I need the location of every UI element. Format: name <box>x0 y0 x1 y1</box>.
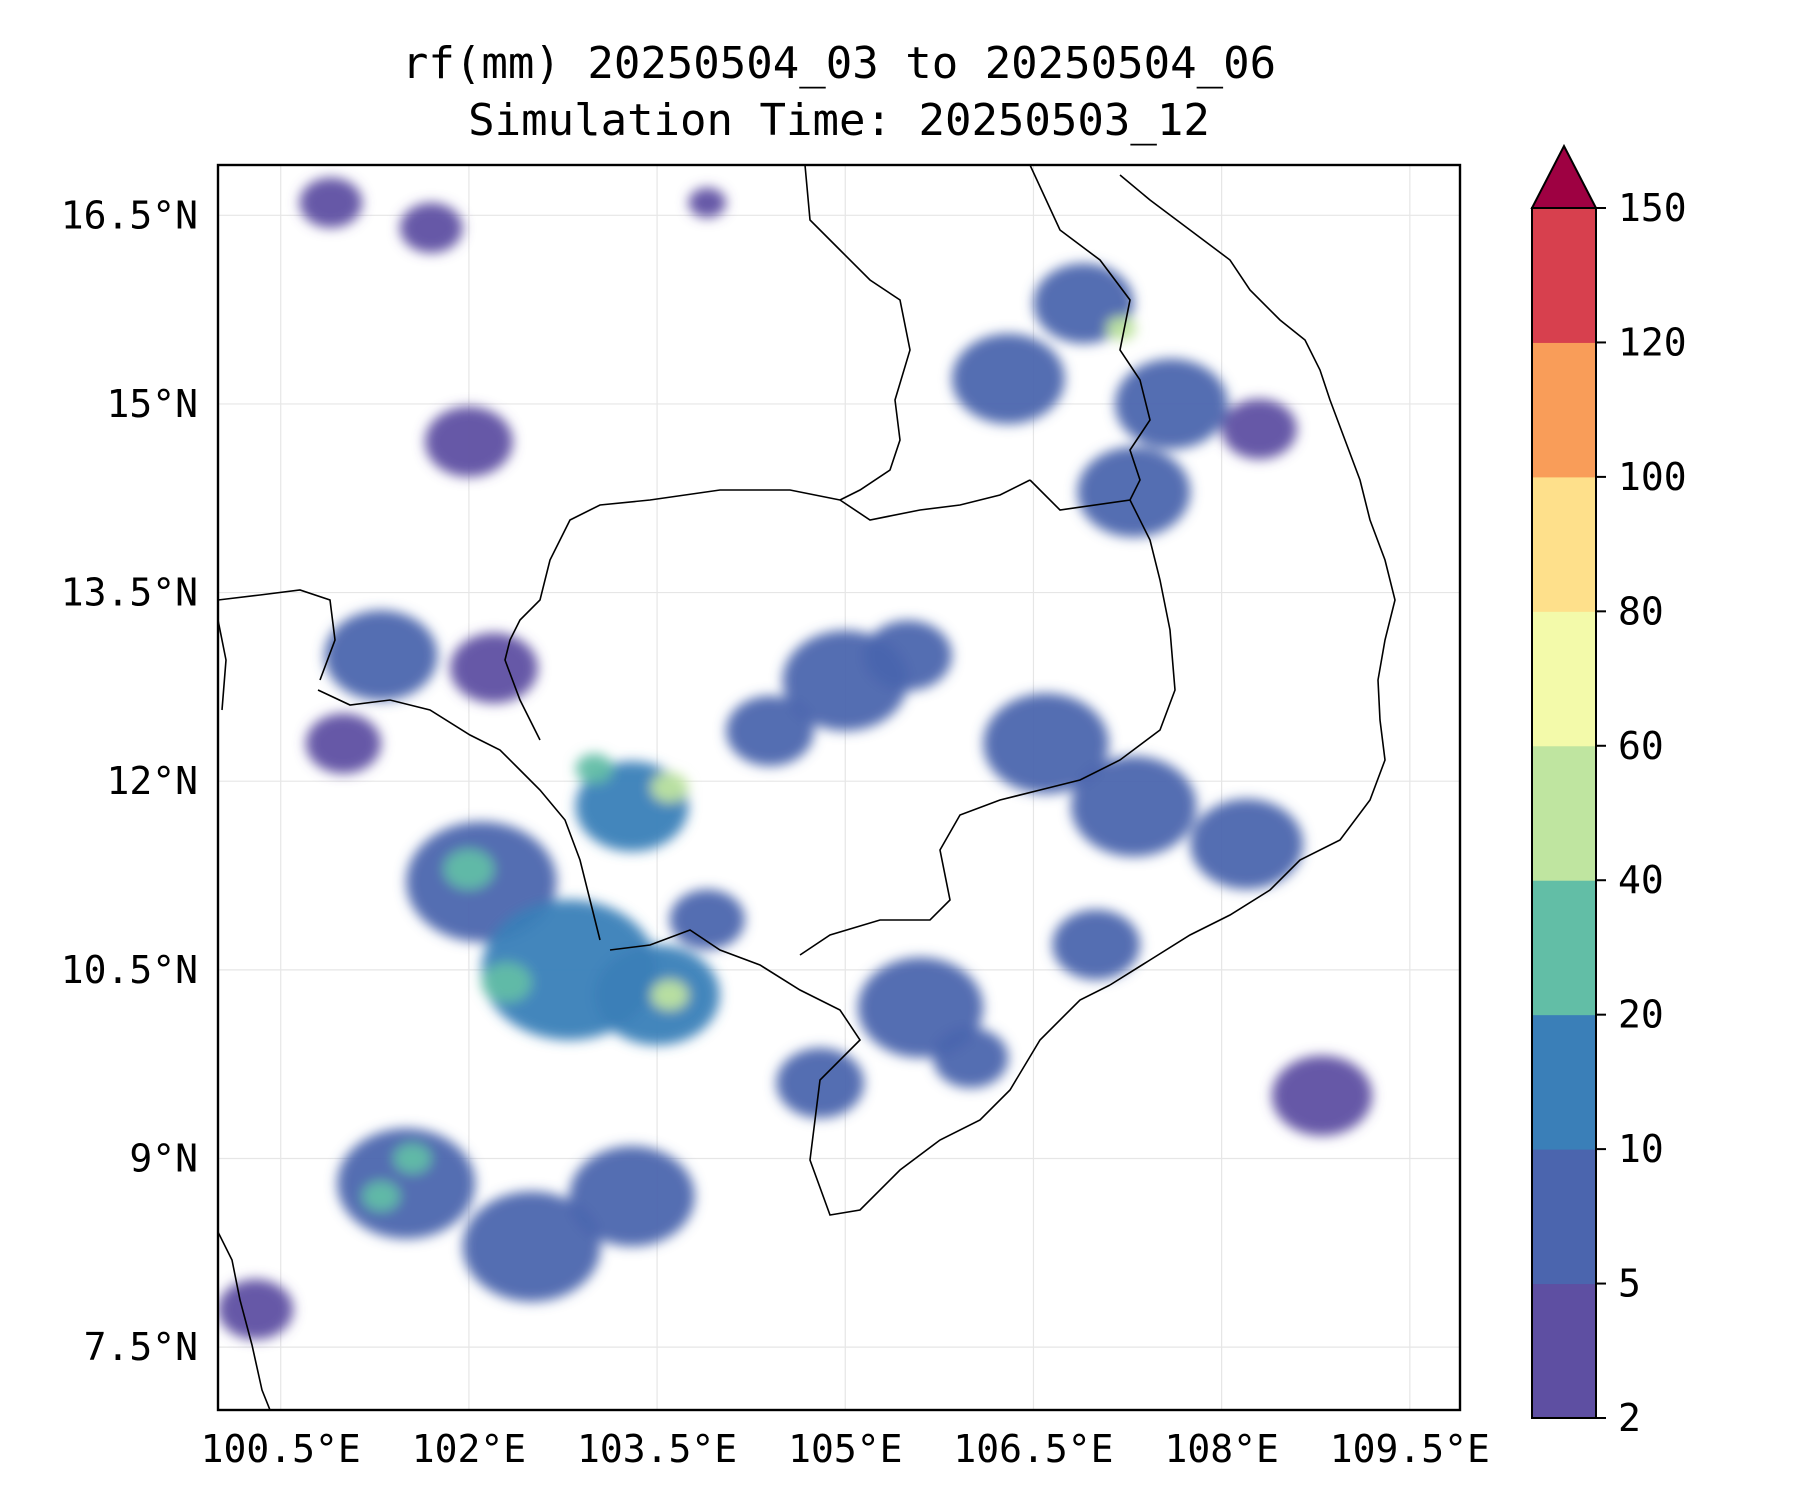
colorbar-bin <box>1532 1283 1596 1419</box>
title-line-2: Simulation Time: 20250503_12 <box>468 95 1210 146</box>
lat-tick-label: 10.5°N <box>61 948 198 992</box>
map-frame <box>216 163 1462 1412</box>
lon-tick-label: 108°E <box>1164 1427 1278 1471</box>
border-thailand-cambodia <box>504 489 841 741</box>
colorbar-tick-label: 40 <box>1618 858 1664 902</box>
rain-cell <box>1106 316 1137 341</box>
colorbar-bin <box>1532 745 1596 881</box>
colorbar-bin <box>1532 1014 1596 1150</box>
colorbar-frame <box>1531 207 1597 1419</box>
rain-cell <box>782 630 908 731</box>
rain-cell <box>1221 398 1297 460</box>
colorbar-bin <box>1532 1149 1596 1285</box>
colorbar-tick-label: 80 <box>1618 589 1664 633</box>
rain-cell <box>299 177 363 228</box>
rain-cell <box>425 406 513 477</box>
lat-tick-label: 15°N <box>106 382 198 426</box>
rain-cell <box>462 1191 601 1302</box>
title-line-1: rf(mm) 20250504_03 to 20250504_06 <box>402 38 1276 89</box>
rain-cell <box>1190 798 1304 890</box>
rain-cell <box>443 849 494 890</box>
longitude-tick-labels: 100.5°E 102°E 103.5°E 105°E 106.5°E 108°E 109.… <box>201 1427 1490 1471</box>
rain-cell <box>1115 358 1228 450</box>
lat-tick-label: 9°N <box>129 1136 198 1180</box>
colorbar-bin <box>1532 880 1596 1016</box>
rain-cell <box>450 632 538 704</box>
border-laos-vietnam <box>1029 165 1151 511</box>
colorbar-bin <box>1532 208 1596 343</box>
rain-cell <box>650 772 689 803</box>
coastline-thailand-cambodia <box>317 689 601 941</box>
rain-cell <box>575 753 614 784</box>
rain-cell <box>951 333 1065 424</box>
colorbar-extend-arrow <box>1530 143 1598 209</box>
border-cambodia-vietnam <box>799 499 1176 956</box>
rain-cell <box>399 202 463 253</box>
lat-tick-label: 12°N <box>106 759 198 803</box>
colorbar-tick-label: 5 <box>1618 1262 1641 1306</box>
coastline-gulf-thailand <box>218 1231 271 1410</box>
coastlines-and-borders <box>218 165 1396 1410</box>
colorbar-bin <box>1532 476 1596 612</box>
coastline-cambodia <box>609 929 1111 1216</box>
rain-cell <box>983 693 1109 794</box>
colorbar-tick-label: 2 <box>1618 1396 1641 1440</box>
colorbar-tick-label: 10 <box>1618 1127 1664 1171</box>
rain-cell <box>1071 756 1197 857</box>
rain-cell <box>688 187 727 218</box>
latitude-tick-labels: 16.5°N 15°N 13.5°N 12°N 10.5°N 9°N 7.5°N <box>61 193 198 1369</box>
lon-tick-label: 106.5°E <box>953 1427 1113 1471</box>
rain-cell <box>857 957 984 1058</box>
lon-tick-label: 100.5°E <box>201 1427 361 1471</box>
colorbar-bin <box>1532 342 1596 478</box>
lon-tick-label: 102°E <box>412 1427 526 1471</box>
rain-cell <box>569 1146 695 1247</box>
lat-tick-label: 16.5°N <box>61 193 198 237</box>
rain-cell <box>393 1143 432 1174</box>
map-panel: 100.5°E 102°E 103.5°E 105°E 106.5°E 108°E 109.… <box>61 163 1490 1471</box>
border-thailand-myanmar <box>218 589 336 681</box>
rain-cell <box>362 1181 400 1212</box>
lon-tick-label: 109.5°E <box>1330 1427 1490 1471</box>
lat-tick-label: 7.5°N <box>84 1325 198 1369</box>
rain-cell <box>726 695 814 767</box>
colorbar-bin <box>1532 611 1596 747</box>
colorbar-tick-label: 20 <box>1618 993 1664 1037</box>
colorbar: 2 5 10 20 40 60 80 100 120 150 <box>1530 143 1687 1440</box>
rain-cell <box>218 1279 294 1340</box>
colorbar-tick-label: 120 <box>1618 320 1687 364</box>
colorbar-tick-label: 60 <box>1618 724 1664 768</box>
rain-cell <box>305 713 382 774</box>
lon-tick-label: 103.5°E <box>577 1427 737 1471</box>
rain-cell <box>1052 909 1141 980</box>
border-thailand-laos <box>804 165 911 501</box>
colorbar-tick-label: 100 <box>1618 455 1687 499</box>
rainfall-field <box>218 177 1373 1340</box>
rain-cell <box>481 962 532 1003</box>
rain-cell <box>337 1128 476 1239</box>
rain-cell <box>1271 1055 1373 1136</box>
border-cambodia-laos <box>839 479 1031 521</box>
coastline-vietnam-south <box>1109 174 1396 986</box>
colorbar-tick-label: 150 <box>1618 186 1687 230</box>
rain-cell <box>669 889 745 950</box>
rain-cell <box>650 979 689 1011</box>
coastline-west-thailand <box>218 619 227 711</box>
lon-tick-label: 105°E <box>788 1427 902 1471</box>
lat-tick-label: 13.5°N <box>61 571 198 615</box>
rain-cell <box>324 610 438 701</box>
